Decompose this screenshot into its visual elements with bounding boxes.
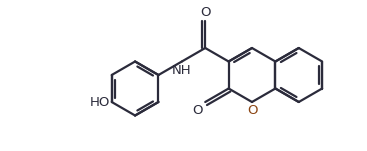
Text: NH: NH	[172, 64, 192, 77]
Text: O: O	[200, 6, 211, 19]
Text: O: O	[247, 104, 257, 117]
Text: HO: HO	[89, 95, 110, 109]
Text: O: O	[193, 104, 203, 117]
